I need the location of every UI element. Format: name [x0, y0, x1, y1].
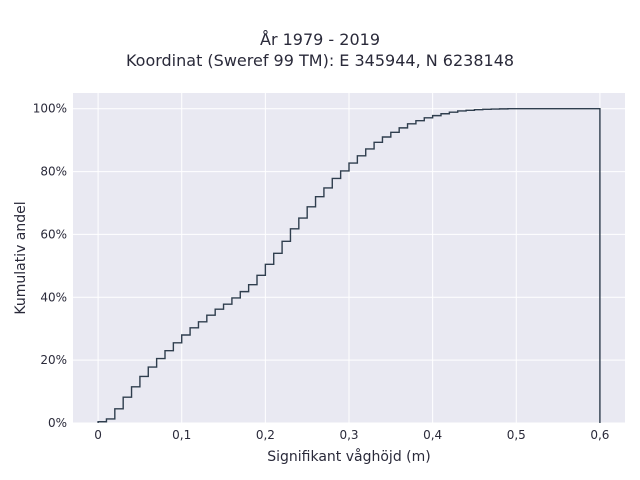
x-axis-ticks: 0 0,1 0,2 0,3 0,4 0,5 0,6 — [94, 428, 609, 442]
x-axis-label: Signifikant våghöjd (m) — [267, 448, 430, 465]
x-tick-label: 0,3 — [339, 428, 358, 442]
y-axis-label: Kumulativ andel — [13, 201, 29, 314]
x-tick-label: 0,4 — [423, 428, 442, 442]
y-tick-label: 60% — [40, 227, 67, 241]
y-tick-label: 20% — [40, 353, 67, 367]
x-tick-label: 0,5 — [507, 428, 526, 442]
y-tick-label: 100% — [33, 102, 67, 116]
x-tick-label: 0,2 — [256, 428, 275, 442]
x-tick-label: 0,1 — [172, 428, 191, 442]
chart-title: År 1979 - 2019 — [260, 30, 380, 49]
chart-subtitle: Koordinat (Sweref 99 TM): E 345944, N 62… — [125, 51, 515, 70]
y-tick-label: 80% — [40, 165, 67, 179]
y-tick-label: 0% — [48, 416, 67, 430]
cdf-step-line — [97, 108, 601, 423]
x-tick-label: 0,6 — [590, 428, 609, 442]
x-tick-label: 0 — [94, 428, 102, 442]
y-axis-ticks: 0% 20% 40% 60% 80% 100% — [33, 102, 67, 430]
y-tick-label: 40% — [40, 290, 67, 304]
